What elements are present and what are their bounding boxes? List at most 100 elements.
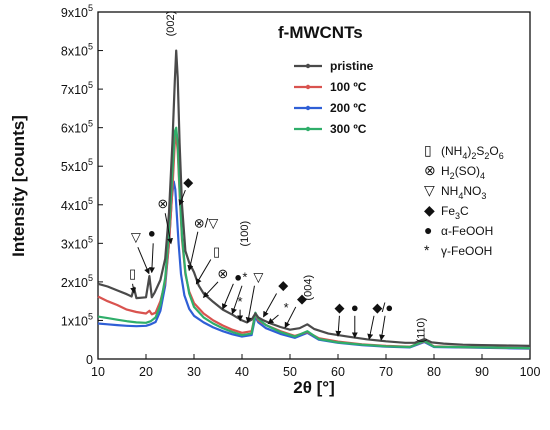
phase-key-label: γ-FeOOH [441, 244, 492, 258]
y-tick-base: 3x10 [61, 237, 88, 251]
phase-marker-arrow [149, 243, 156, 274]
phase-marker-symbol: ◆ [334, 300, 344, 315]
x-tick-label: 40 [235, 365, 249, 379]
y-tick-exponent: 5 [88, 3, 93, 13]
phase-marker-symbol: ▯ [129, 266, 136, 281]
peak-label: (100) [239, 221, 251, 247]
y-tick-label: 9x105 [61, 3, 93, 20]
phase-marker-symbol: ◆ [278, 278, 288, 293]
phase-marker-arrow [202, 281, 219, 299]
peak-label: (004) [303, 275, 315, 301]
y-tick-exponent: 5 [88, 157, 93, 167]
phase-key-subscript: 4 [458, 191, 463, 201]
y-tick-exponent: 5 [88, 234, 93, 244]
phase-marker-symbol: ● [351, 300, 359, 315]
phase-marker-symbol: * [238, 294, 243, 309]
y-tick-exponent: 5 [88, 80, 93, 90]
phase-key-label: α-FeOOH [441, 224, 493, 238]
x-tick-label: 80 [427, 365, 441, 379]
peak-label: (002) [165, 11, 177, 37]
phase-marker-symbol: ● [148, 226, 156, 241]
phase-marker-arrow [130, 283, 137, 294]
phase-key-text: (NH [441, 144, 462, 158]
x-tick-label: 10 [91, 365, 105, 379]
legend-marker-pristine [305, 63, 311, 69]
x-tick-label: 100 [520, 365, 541, 379]
peak-label: (110) [415, 318, 427, 343]
phase-marker-arrow [245, 285, 255, 324]
phase-key-subscript: 3 [455, 211, 460, 221]
phase-key-subscript: 3 [481, 191, 486, 201]
phase-marker-symbol: ◆ [183, 174, 193, 189]
plot-frame-group [97, 11, 531, 360]
phase-key-label: (NH4)2S2O6 [441, 144, 504, 161]
phase-marker-arrow [284, 306, 297, 329]
phase-key-subscript: 2 [484, 151, 489, 161]
y-tick-label: 2x105 [61, 273, 93, 290]
plot-frame [97, 11, 531, 360]
phase-key-text: (SO) [455, 164, 480, 178]
phase-key-text: α-FeOOH [441, 224, 493, 238]
phase-key-text: NH [441, 184, 458, 198]
x-tick-label: 20 [139, 365, 153, 379]
y-tick-label: 6x105 [61, 119, 93, 136]
phase-marker-symbol: ● [234, 269, 242, 284]
legend-marker-t300 [305, 126, 311, 132]
y-tick-label: 4x105 [61, 196, 93, 213]
legend-marker-t100 [305, 84, 311, 90]
x-axis-label: 2θ [°] [293, 378, 335, 397]
y-tick-base: 5x10 [61, 160, 88, 174]
phase-key-label: NH4NO3 [441, 184, 486, 201]
phase-key-text: ) [467, 144, 471, 158]
phase-marker-arrow [379, 315, 386, 341]
chart-title: f-MWCNTs [278, 23, 363, 42]
phase-marker-arrow [267, 314, 279, 325]
phase-key: ▯ (NH4)2S2O6⊗ H2(SO)4▽ NH4NO3◆ Fe3C● α-FeOOH*… [424, 142, 504, 258]
phase-marker-layer: ▯▽ ●⊗◆⊗/▽▯⊗ ● * ▽*◆*◆◆ ● ◆/● [129, 174, 393, 341]
phase-marker-symbol: ⊗ [157, 196, 168, 211]
phase-key-label: H2(SO)4 [441, 164, 485, 181]
legend-marker-t200 [305, 105, 311, 111]
phase-key-subscript: 2 [450, 171, 455, 181]
y-tick-base: 2x10 [61, 276, 88, 290]
phase-key-subscript: 4 [462, 151, 467, 161]
peak-label-layer: (002) (100) (004) (110) [165, 11, 428, 343]
phase-key-symbol: * [424, 242, 430, 258]
phase-key-text: C [460, 204, 469, 218]
phase-marker-symbol: ▯ [213, 244, 220, 259]
phase-key-text: O [489, 144, 498, 158]
x-tick-label: 30 [187, 365, 201, 379]
phase-marker-arrow [137, 246, 150, 275]
phase-marker-symbol: ⊗/▽ [194, 215, 219, 230]
phase-marker-arrow [367, 315, 375, 340]
series-line-t300 [97, 126, 531, 350]
phase-marker-symbol: ▽ [131, 230, 141, 245]
y-tick-base: 9x10 [61, 6, 88, 20]
y-tick-label: 5x105 [61, 157, 93, 174]
x-tick-label: 70 [379, 365, 393, 379]
y-tick-label: 8x105 [61, 42, 93, 59]
y-tick-base: 1x10 [61, 314, 88, 328]
y-tick-label: 1x105 [61, 311, 93, 328]
phase-marker-symbol: ◆ [297, 291, 307, 306]
phase-marker-arrow [221, 283, 234, 310]
y-tick-label: 3x105 [61, 234, 93, 251]
y-tick-base: 4x10 [61, 199, 88, 213]
y-tick-exponent: 5 [88, 311, 93, 321]
phase-key-text: S [476, 144, 484, 158]
y-axis-label: Intensity [counts] [9, 115, 28, 257]
phase-key-subscript: 6 [499, 151, 504, 161]
phase-key-symbol: ⊗ [424, 162, 436, 178]
phase-key-subscript: 2 [471, 151, 476, 161]
legend-label: 300 ºC [330, 122, 367, 136]
phase-key-symbol: ▯ [424, 142, 432, 158]
phase-marker-symbol: ◆ [372, 300, 382, 315]
legend-label: pristine [330, 59, 374, 73]
phase-key-text: H [441, 164, 450, 178]
x-tick-label: 50 [283, 365, 297, 379]
legend-label: 200 ºC [330, 101, 367, 115]
phase-marker-arrow [164, 213, 173, 245]
y-tick-exponent: 5 [88, 42, 93, 52]
y-tick-exponent: 5 [88, 273, 93, 283]
y-tick-label: 0 [86, 353, 93, 367]
